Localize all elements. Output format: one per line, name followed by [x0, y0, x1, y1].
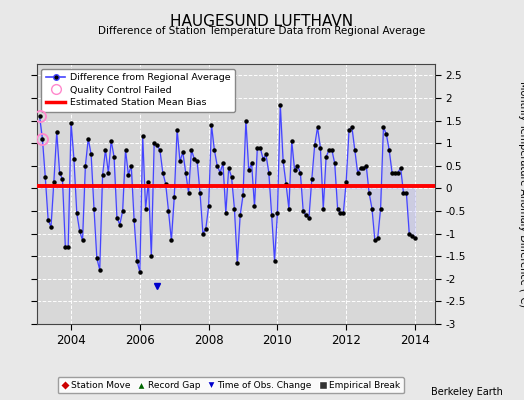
Text: Berkeley Earth: Berkeley Earth — [431, 387, 503, 397]
Text: HAUGESUND LUFTHAVN: HAUGESUND LUFTHAVN — [170, 14, 354, 29]
Text: Difference of Station Temperature Data from Regional Average: Difference of Station Temperature Data f… — [99, 26, 425, 36]
Legend: Difference from Regional Average, Quality Control Failed, Estimated Station Mean: Difference from Regional Average, Qualit… — [41, 69, 235, 112]
Y-axis label: Monthly Temperature Anomaly Difference (°C): Monthly Temperature Anomaly Difference (… — [518, 81, 524, 307]
Legend: Station Move, Record Gap, Time of Obs. Change, Empirical Break: Station Move, Record Gap, Time of Obs. C… — [58, 377, 403, 394]
